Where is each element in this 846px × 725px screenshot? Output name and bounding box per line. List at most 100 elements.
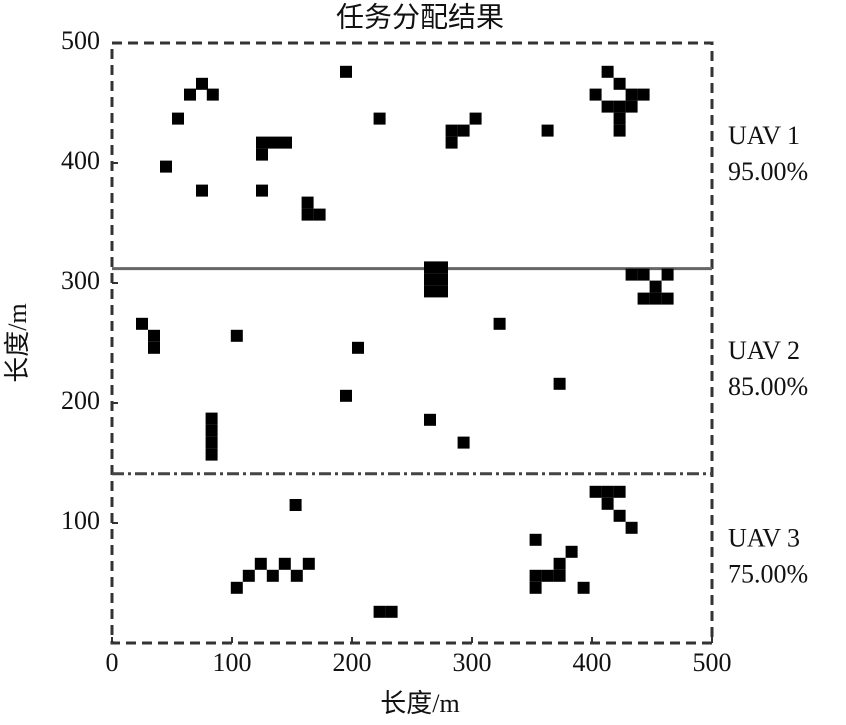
obstacle-cell [290, 569, 303, 582]
region-coverage: 85.00% [728, 372, 808, 401]
obstacle-cell [637, 292, 650, 305]
obstacle-cell [661, 292, 674, 305]
y-tick-label: 500 [61, 26, 100, 55]
obstacle-cell [256, 136, 268, 149]
obstacle-cell [625, 268, 638, 281]
obstacle-cell [205, 448, 218, 461]
x-tick-label: 500 [693, 648, 732, 677]
obstacle-cell [649, 280, 662, 293]
obstacle-cell [301, 196, 314, 209]
obstacle-cell [577, 581, 590, 594]
obstacle-cell [242, 569, 255, 582]
obstacle-cell [601, 100, 614, 113]
obstacle-cell [136, 317, 148, 330]
obstacle-cell [424, 285, 436, 298]
obstacle-cell [268, 136, 280, 149]
obstacle-cell [230, 581, 243, 594]
obstacle-cell [148, 341, 160, 354]
obstacle-cell [541, 124, 554, 137]
obstacle-cell [601, 65, 614, 78]
obstacle-cell [205, 436, 218, 449]
x-tick-label: 0 [106, 648, 119, 677]
obstacle-cell [529, 581, 542, 594]
obstacle-cell [172, 112, 184, 125]
obstacle-cell [613, 124, 626, 137]
obstacle-cell [436, 261, 448, 274]
obstacle-cell [613, 100, 626, 113]
region-name: UAV 1 [728, 121, 800, 150]
obstacle-cell [424, 273, 436, 286]
obstacle-cell [373, 112, 386, 125]
x-tick-label: 200 [333, 648, 372, 677]
region-coverage: 95.00% [728, 157, 808, 186]
x-axis-label: 长度/m [380, 689, 459, 718]
obstacle-cell [302, 557, 315, 570]
obstacle-cell [230, 329, 243, 342]
obstacle-cell [589, 88, 602, 101]
obstacle-cell [256, 148, 268, 161]
obstacle-cell [436, 273, 448, 286]
obstacle-cell [541, 569, 554, 582]
obstacle-cell [278, 557, 291, 570]
obstacle-cell [469, 112, 482, 125]
obstacle-cell [445, 136, 458, 149]
obstacle-cell [553, 569, 566, 582]
obstacle-cell [205, 424, 218, 437]
obstacle-cell [553, 557, 566, 570]
obstacle-cell [313, 208, 326, 221]
obstacle-cell [529, 533, 542, 546]
x-tick-label: 300 [453, 648, 492, 677]
obstacle-cell [457, 436, 470, 449]
obstacle-cell [436, 285, 448, 298]
region-name: UAV 2 [728, 336, 800, 365]
y-tick-label: 200 [61, 386, 100, 415]
obstacle-cell [160, 160, 172, 173]
obstacle-cell [457, 124, 470, 137]
obstacle-cell [352, 341, 364, 354]
obstacle-cell [589, 485, 602, 498]
obstacle-cell [601, 485, 614, 498]
obstacle-cell [529, 569, 542, 582]
obstacle-cell [637, 268, 650, 281]
chart-title: 任务分配结果 [336, 1, 504, 33]
obstacle-cell [445, 124, 458, 137]
obstacle-cell [206, 88, 219, 101]
plot-frame [110, 41, 714, 645]
obstacle-cell [637, 88, 650, 101]
obstacle-cell [649, 292, 662, 305]
obstacle-cell [424, 261, 436, 274]
obstacle-cell [553, 377, 566, 390]
obstacle-cell [625, 100, 638, 113]
obstacle-cell [625, 88, 638, 101]
obstacle-cell [256, 184, 268, 197]
obstacle-cell [373, 605, 386, 618]
obstacle-cell [625, 521, 638, 534]
y-tick-label: 100 [61, 506, 100, 535]
obstacle-cell [613, 112, 626, 125]
obstacle-cell [196, 184, 208, 197]
obstacle-cell [493, 317, 506, 330]
region-coverage: 75.00% [728, 559, 808, 588]
x-tick-label: 400 [573, 648, 612, 677]
obstacle-cell [266, 569, 279, 582]
x-tick-label: 100 [213, 648, 252, 677]
obstacle-cell [613, 509, 626, 522]
obstacle-cell [613, 485, 626, 498]
obstacle-cell [385, 605, 398, 618]
obstacle-cell [205, 412, 218, 425]
obstacle-cell [280, 136, 292, 149]
obstacle-cell [340, 65, 352, 78]
obstacle-cell [301, 208, 314, 221]
obstacle-cell [565, 545, 578, 558]
y-tick-label: 300 [61, 266, 100, 295]
obstacle-cell [184, 88, 196, 101]
obstacle-cell [254, 557, 267, 570]
obstacle-cell [424, 413, 436, 426]
obstacle-cell [196, 77, 208, 90]
obstacle-cell [148, 329, 160, 342]
obstacle-cell [601, 497, 614, 510]
region-name: UAV 3 [728, 523, 800, 552]
obstacle-cell [613, 77, 626, 90]
